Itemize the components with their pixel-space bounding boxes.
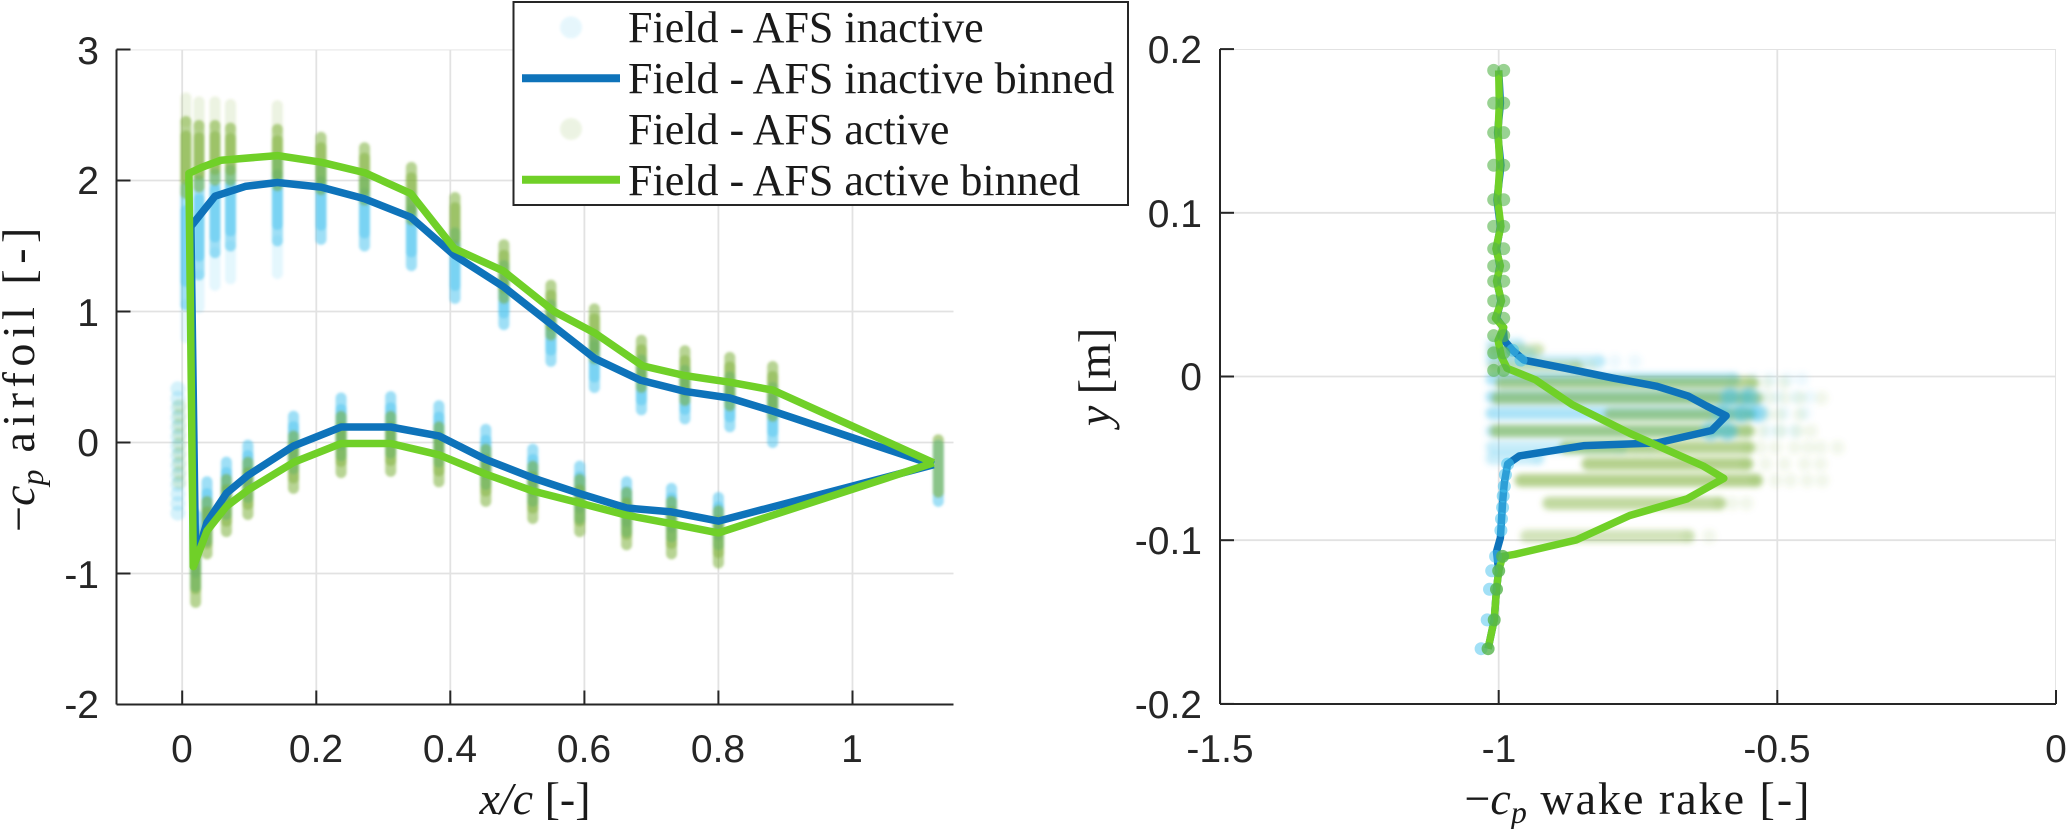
svg-text:−cp airfoil [-]: −cp airfoil [-] [0,222,50,532]
svg-text:-1.5: -1.5 [1186,728,1253,771]
svg-text:x/c [-]: x/c [-] [478,773,590,824]
svg-text:-1: -1 [64,554,99,597]
svg-text:Field - AFS inactive binned: Field - AFS inactive binned [628,54,1114,103]
svg-text:0.4: 0.4 [423,728,477,771]
svg-text:1: 1 [841,728,863,771]
svg-text:0.6: 0.6 [557,728,611,771]
svg-text:y [m]: y [m] [1069,328,1120,430]
svg-text:-0.2: -0.2 [1135,684,1202,727]
svg-text:Field - AFS active binned: Field - AFS active binned [628,156,1080,205]
svg-text:3: 3 [77,30,99,73]
svg-text:-2: -2 [64,684,99,727]
svg-text:0.2: 0.2 [1148,29,1202,72]
svg-text:1: 1 [77,292,99,335]
svg-text:-0.5: -0.5 [1743,728,1810,771]
svg-text:Field - AFS active: Field - AFS active [628,105,949,154]
svg-text:0: 0 [77,422,99,465]
svg-text:2: 2 [77,160,99,203]
svg-text:−cp wake rake [-]: −cp wake rake [-] [1464,773,1811,829]
svg-text:Field - AFS inactive: Field - AFS inactive [628,3,984,52]
svg-text:0: 0 [1180,356,1202,399]
svg-text:-1: -1 [1482,728,1517,771]
svg-text:0.2: 0.2 [289,728,343,771]
svg-text:0: 0 [171,728,193,771]
svg-text:-0.1: -0.1 [1135,520,1202,563]
svg-text:0.8: 0.8 [691,728,745,771]
svg-text:0: 0 [2045,728,2067,771]
svg-text:0.1: 0.1 [1148,193,1202,236]
